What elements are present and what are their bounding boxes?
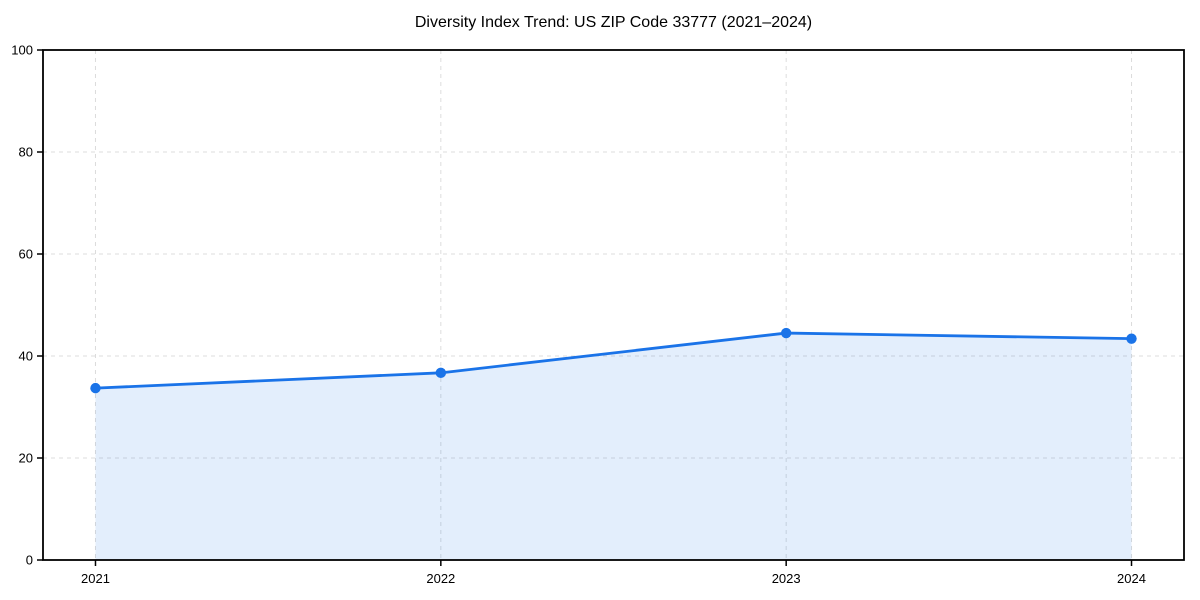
y-tick-label: 20 — [19, 451, 33, 466]
x-tick-label: 2022 — [426, 571, 455, 586]
data-point-2021 — [90, 382, 101, 394]
y-tick-label: 100 — [11, 43, 33, 58]
x-tick-label: 2024 — [1117, 571, 1146, 586]
chart-title: Diversity Index Trend: US ZIP Code 33777… — [415, 14, 812, 31]
data-point-2024 — [1126, 333, 1137, 344]
y-tick-label: 40 — [19, 349, 33, 364]
data-point-2022 — [435, 367, 447, 379]
plot-area: 0 20 40 60 80 100 2021 2022 2023 2024 — [11, 43, 1185, 586]
x-tick-label: 2021 — [81, 571, 110, 586]
plot-border — [42, 49, 1185, 561]
y-tick-label: 0 — [26, 553, 33, 568]
trend-line — [94, 331, 1133, 390]
data-point-2023 — [780, 327, 792, 339]
x-tick-label: 2023 — [772, 571, 801, 586]
area-fill — [95, 333, 1132, 560]
y-tick-label: 60 — [19, 247, 33, 262]
y-tick-label: 80 — [19, 145, 33, 160]
